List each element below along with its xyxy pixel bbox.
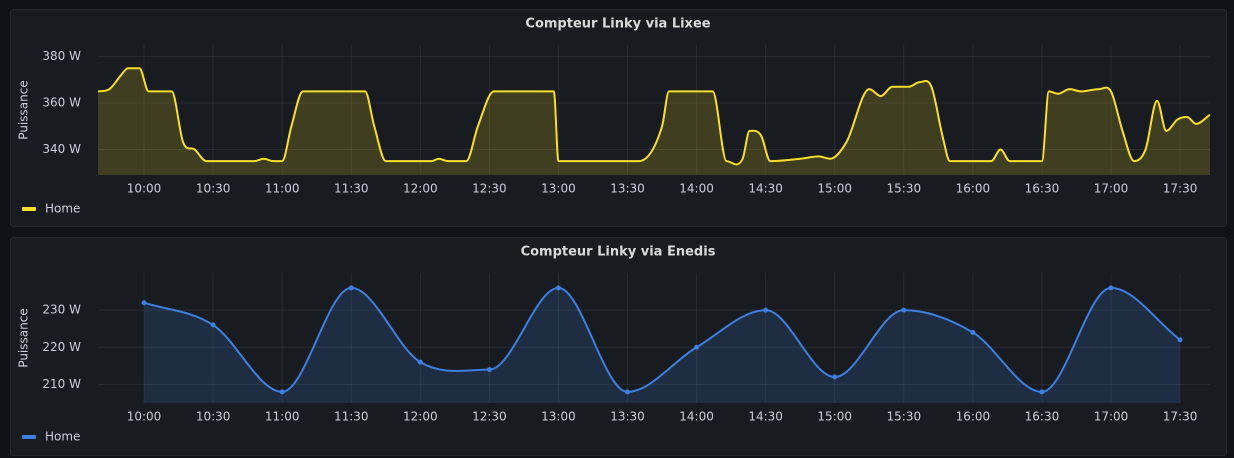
point (901, 307, 907, 313)
area (144, 287, 1181, 403)
panel-title: Compteur Linky via Enedis (521, 245, 716, 260)
point (348, 285, 354, 291)
point (970, 329, 976, 335)
y-tick-label: 340 W (42, 142, 81, 156)
x-tick-label: 15:00 (817, 410, 852, 424)
x-tick-label: 10:00 (127, 182, 162, 196)
x-tick-label: 12:30 (472, 182, 507, 196)
x-tick-label: 14:00 (679, 410, 714, 424)
panel (10, 9, 1227, 227)
x-tick-label: 17:30 (1163, 182, 1198, 196)
x-tick-label: 10:30 (196, 410, 231, 424)
x-tick-label: 11:30 (334, 410, 369, 424)
x-tick-label: 16:00 (956, 410, 991, 424)
x-tick-label: 12:30 (472, 410, 507, 424)
area (98, 68, 1210, 175)
point (279, 389, 285, 395)
x-tick-label: 13:00 (541, 182, 576, 196)
x-tick-label: 15:00 (817, 182, 852, 196)
line (97, 67, 1211, 166)
legend-label: Home (45, 430, 80, 444)
point (417, 359, 423, 365)
point (486, 367, 492, 373)
point (694, 344, 700, 350)
x-tick-label: 10:00 (127, 410, 162, 424)
x-tick-label: 17:00 (1094, 182, 1129, 196)
x-tick-label: 14:30 (748, 182, 783, 196)
x-tick-label: 12:00 (403, 410, 438, 424)
x-tick-label: 16:30 (1025, 410, 1060, 424)
line (143, 286, 1181, 393)
x-tick-label: 12:00 (403, 182, 438, 196)
x-tick-label: 14:00 (679, 182, 714, 196)
y-axis-label: Puissance (17, 80, 31, 139)
point (1108, 285, 1114, 291)
y-tick-label: 360 W (42, 96, 81, 110)
x-tick-label: 14:30 (748, 410, 783, 424)
x-tick-label: 17:30 (1163, 410, 1198, 424)
point (210, 322, 216, 328)
x-tick-label: 13:30 (610, 410, 645, 424)
x-tick-label: 16:30 (1025, 182, 1060, 196)
y-tick-label: 220 W (42, 340, 81, 354)
x-tick-label: 13:30 (610, 182, 645, 196)
x-tick-label: 11:00 (265, 410, 300, 424)
x-tick-label: 13:00 (541, 410, 576, 424)
point (1039, 389, 1045, 395)
panel-title: Compteur Linky via Lixee (525, 17, 710, 32)
y-axis-label: Puissance (17, 308, 31, 367)
legend-swatch (22, 435, 36, 439)
point (141, 300, 147, 306)
point (1177, 337, 1183, 343)
x-tick-label: 15:30 (887, 182, 922, 196)
y-tick-label: 230 W (42, 303, 81, 317)
x-tick-label: 17:00 (1094, 410, 1129, 424)
point (555, 285, 561, 291)
y-tick-label: 210 W (42, 377, 81, 391)
x-tick-label: 11:00 (265, 182, 300, 196)
legend-swatch (22, 207, 36, 211)
legend-label: Home (45, 202, 80, 216)
x-tick-label: 11:30 (334, 182, 369, 196)
panel (10, 237, 1227, 456)
y-tick-label: 380 W (42, 49, 81, 63)
x-tick-label: 15:30 (887, 410, 922, 424)
point (625, 389, 631, 395)
point (763, 307, 769, 313)
point (832, 374, 838, 380)
x-tick-label: 16:00 (956, 182, 991, 196)
x-tick-label: 10:30 (196, 182, 231, 196)
